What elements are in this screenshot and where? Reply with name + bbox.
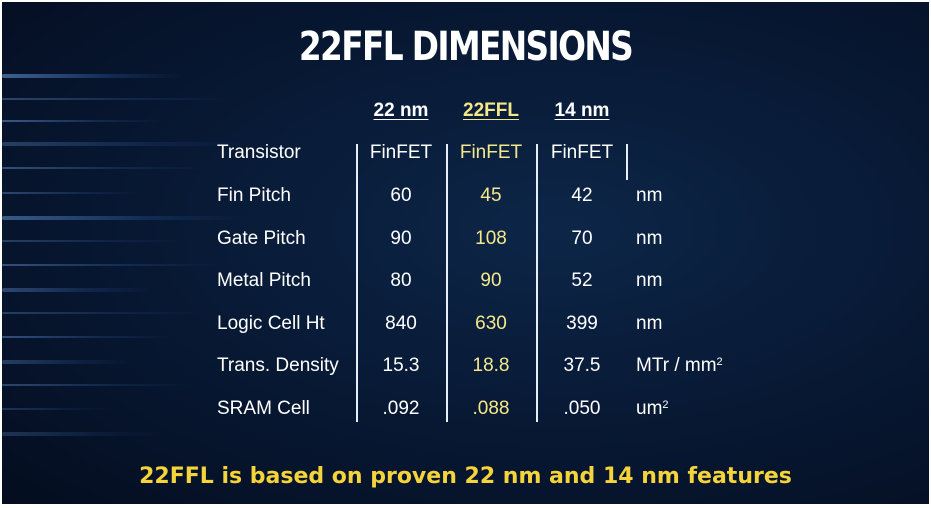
light-streak (2, 216, 242, 220)
table-cell: 80 (390, 270, 412, 291)
table-cell: 45 (480, 185, 502, 206)
column-divider (356, 144, 358, 422)
table-cell: .092 (382, 398, 420, 419)
unit-label: nm (636, 270, 662, 292)
row-label: Logic Cell Ht (217, 313, 325, 334)
column-divider (536, 144, 538, 422)
unit-label: nm (636, 228, 662, 250)
column-divider (446, 144, 448, 422)
unit-text: nm (636, 270, 663, 291)
table-cell: 399 (566, 313, 598, 334)
table-cell: 42 (571, 185, 593, 206)
table-cell: 15.3 (382, 355, 420, 376)
table-cell: 18.8 (472, 355, 510, 376)
footer-statement: 22FFL is based on proven 22 nm and 14 nm… (139, 464, 792, 489)
light-streak (2, 167, 202, 169)
unit-superscript: 2 (716, 356, 723, 368)
table-cell: 60 (390, 185, 412, 206)
column-divider (626, 144, 628, 180)
light-streak (2, 192, 142, 194)
table-cell: 70 (571, 228, 593, 249)
column-header: 22 nm (373, 100, 429, 121)
table-cell: .050 (563, 398, 601, 419)
row-label: Trans. Density (217, 355, 339, 376)
unit-label: MTr / mm2 (636, 355, 723, 377)
table-cell: 90 (390, 228, 412, 249)
row-label: SRAM Cell (217, 398, 310, 419)
unit-text: um (636, 398, 663, 419)
table-cell: 37.5 (563, 355, 601, 376)
light-streak (2, 240, 182, 242)
table-cell: 52 (571, 270, 593, 291)
unit-text: nm (636, 228, 663, 249)
row-label: Transistor (217, 142, 301, 163)
slide-title: 22FFL DIMENSIONS (298, 24, 634, 70)
light-streak (2, 120, 162, 122)
light-streak (2, 432, 162, 436)
unit-label: um2 (636, 398, 669, 420)
table-cell: 630 (475, 313, 507, 334)
row-label: Fin Pitch (217, 185, 291, 206)
table-cell: FinFET (550, 142, 614, 163)
column-header: 14 nm (554, 100, 610, 121)
unit-superscript: 2 (662, 399, 669, 411)
light-streak (2, 98, 232, 100)
unit-text: nm (636, 313, 663, 334)
light-streaks-decoration (2, 2, 262, 504)
light-streak (2, 264, 222, 266)
light-streak (2, 74, 182, 78)
light-streak (2, 312, 202, 314)
unit-label: nm (636, 185, 662, 207)
table-cell: .088 (472, 398, 510, 419)
unit-label: nm (636, 313, 662, 335)
light-streak (2, 142, 252, 146)
unit-text: MTr / mm (636, 355, 717, 376)
row-label: Metal Pitch (217, 270, 311, 291)
row-label: Gate Pitch (217, 228, 306, 249)
unit-text: nm (636, 185, 663, 206)
table-cell: 840 (385, 313, 417, 334)
table-cell: 90 (480, 270, 502, 291)
table-cell: 108 (475, 228, 507, 249)
light-streak (2, 336, 172, 338)
table-cell: FinFET (369, 142, 433, 163)
light-streak (2, 408, 112, 410)
light-streak (2, 360, 132, 364)
light-streak (2, 288, 152, 292)
light-streak (2, 384, 192, 386)
table-cell: FinFET (459, 142, 523, 163)
column-header: 22FFL (463, 100, 519, 121)
